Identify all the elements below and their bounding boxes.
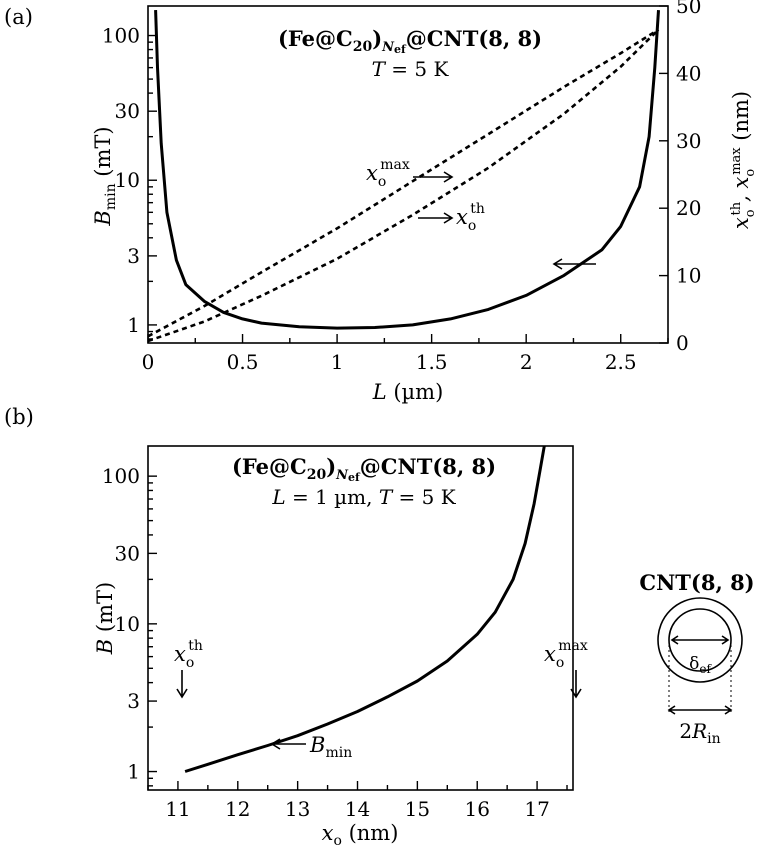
inset-guides: [668, 640, 732, 713]
chart-a-series: [147, 10, 660, 343]
panel-b-label: (b): [4, 405, 34, 429]
chart-a-subtitle: T = 5 K: [372, 57, 450, 81]
chart-a-arrow-left-axis: [552, 258, 596, 270]
chart-a-annotation-xth: xoth: [456, 201, 485, 234]
inset-delta-arrow: [670, 635, 730, 645]
chart-a-yr-tick-label: 50: [676, 0, 701, 18]
chart-a-yr-tick-label: 20: [676, 196, 701, 220]
chart-b-y-tick-label: 30: [115, 541, 140, 565]
chart-a-x-tick-label: 1: [331, 350, 344, 374]
chart-b-annotation-bmin: Bmin: [309, 733, 352, 761]
chart-b-title: (Fe@C20)Nef@CNT(8, 8): [232, 454, 496, 484]
inset-radius-arrow: [667, 705, 733, 715]
chart-b-arrow-xmax: [570, 670, 582, 699]
chart-b-x-tick-label: 14: [345, 797, 370, 821]
chart-b-y-tick-label: 3: [127, 689, 140, 713]
chart-b-x-tick-label: 15: [405, 797, 430, 821]
chart-a-arrow-xth: [418, 212, 454, 224]
chart-a-y-tick-label: 30: [115, 99, 140, 123]
chart-b-arrow-bmin: [270, 738, 306, 750]
chart-b-x-tick-label: 12: [225, 797, 250, 821]
panel-a-label: (a): [4, 5, 33, 29]
chart-b-arrow-xth: [176, 670, 188, 699]
chart-a: 0 0.5 1 1.5 2 2.5 1 3 10 30 100 0 10 20 30 40 50 (Fe@C20…: [91, 0, 758, 404]
chart-a-yr-tick-label: 0: [676, 331, 689, 355]
inset-delta-label: δef: [689, 654, 712, 676]
chart-a-ylabel-right: xoth, xomax (nm): [729, 91, 758, 229]
cnt-inset: CNT(8, 8) δef 2Rin: [639, 570, 754, 747]
chart-a-series-xo-th: [147, 28, 660, 343]
chart-a-y-tick-label: 3: [127, 244, 140, 268]
chart-a-series-bmin: [154, 10, 660, 330]
chart-b-frame: [147, 445, 574, 791]
chart-a-annotation-xmax: xomax: [366, 157, 410, 190]
chart-a-ylabel-left: Bmin (mT): [91, 126, 119, 226]
chart-b-x-tick-label: 13: [285, 797, 310, 821]
chart-a-y-tick-label: 100: [102, 24, 140, 48]
inset-radius-label: 2Rin: [679, 719, 720, 747]
chart-a-y-tick-label: 1: [127, 313, 140, 337]
chart-b-xlabel: xo (nm): [322, 821, 399, 849]
chart-b-y-tick-label: 100: [102, 464, 140, 488]
chart-a-ticks: 0 0.5 1 1.5 2 2.5 1 3 10 30 100 0 10 20 30 40 50: [102, 0, 702, 374]
chart-a-x-tick-label: 0.5: [227, 350, 259, 374]
chart-b-y-tick-label: 10: [115, 612, 140, 636]
chart-b-annotation-xth: xoth: [174, 638, 203, 671]
chart-a-x-tick-label: 0: [142, 350, 155, 374]
chart-a-xlabel: L (µm): [372, 380, 444, 404]
inset-title: CNT(8, 8): [639, 570, 754, 595]
chart-a-series-xo-max: [147, 28, 660, 338]
chart-b-series: [184, 445, 546, 773]
chart-b-annotation-xmax: xomax: [544, 638, 588, 671]
chart-a-y-tick-label: 10: [115, 168, 140, 192]
chart-a-x-tick-label: 2: [520, 350, 533, 374]
chart-a-yr-tick-label: 10: [676, 264, 701, 288]
chart-b-y-tick-label: 1: [127, 760, 140, 784]
chart-a-title: (Fe@C20)Nef@CNT(8, 8): [278, 26, 542, 56]
chart-a-x-tick-label: 2.5: [605, 350, 637, 374]
chart-a-yr-tick-label: 30: [676, 129, 701, 153]
chart-a-frame: [147, 5, 669, 344]
chart-b-x-tick-label: 11: [165, 797, 190, 821]
chart-b-subtitle: L = 1 µm, T = 5 K: [271, 485, 456, 509]
chart-a-x-tick-label: 1.5: [416, 350, 448, 374]
chart-a-arrow-xmax: [413, 171, 454, 183]
inset-outer-tube: [657, 597, 743, 683]
chart-b-series-bmin: [184, 445, 546, 773]
chart-a-yr-tick-label: 40: [676, 61, 701, 85]
chart-b-x-tick-label: 16: [464, 797, 489, 821]
chart-b-x-tick-label: 17: [524, 797, 549, 821]
chart-b-ylabel: B (mT): [93, 582, 117, 655]
